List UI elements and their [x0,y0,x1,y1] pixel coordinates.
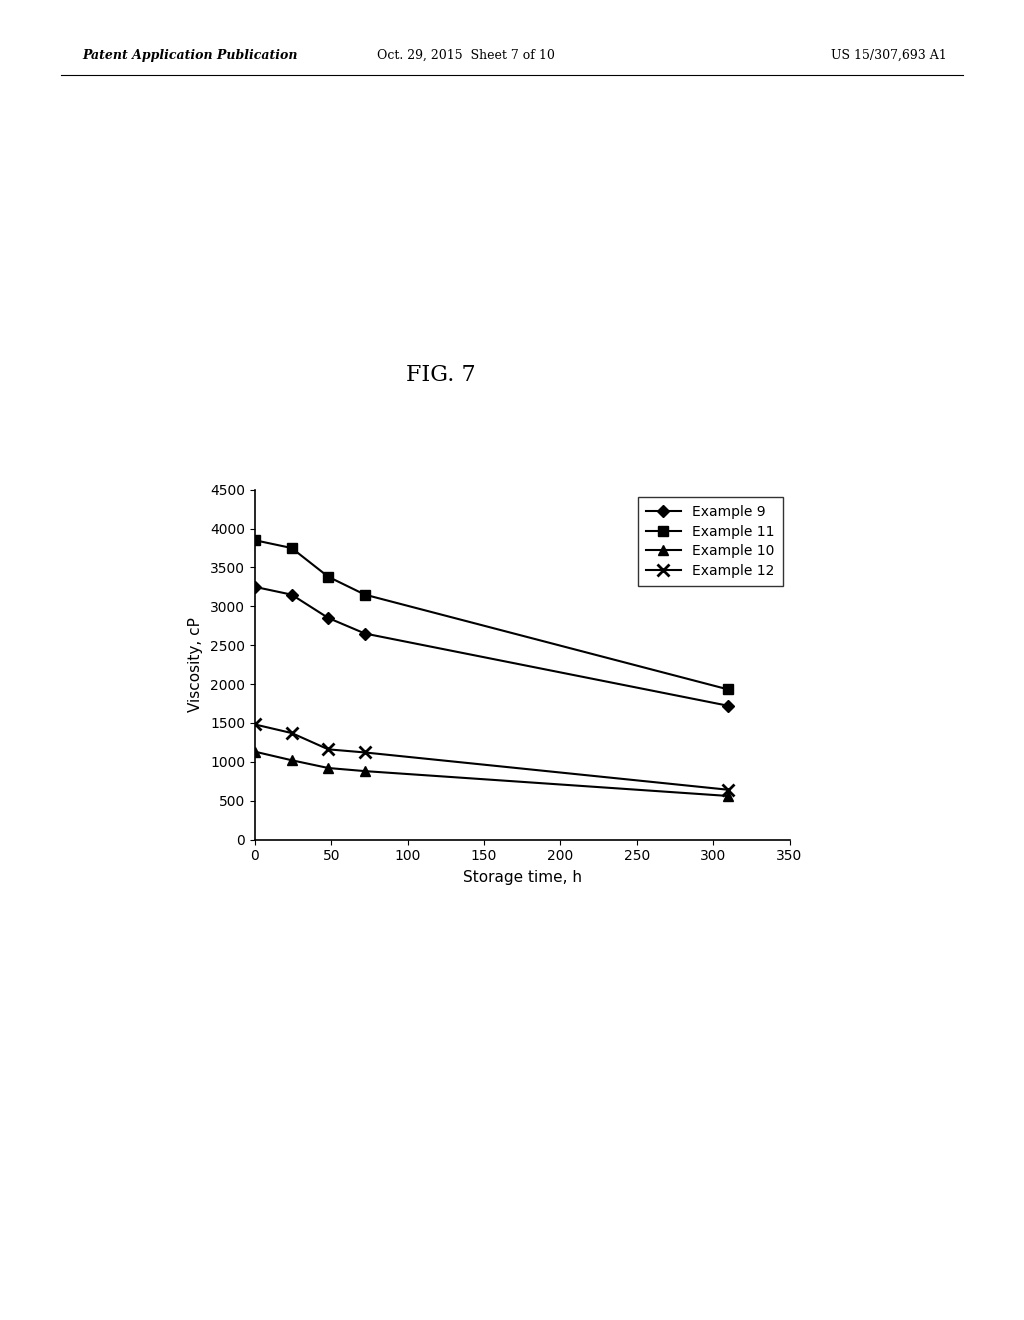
Example 12 [722,781,734,797]
Text: FIG. 7: FIG. 7 [406,364,475,385]
Text: Oct. 29, 2015  Sheet 7 of 10: Oct. 29, 2015 Sheet 7 of 10 [377,49,555,62]
Example 9 [358,626,371,642]
Y-axis label: Viscosity, cP: Viscosity, cP [188,618,203,711]
Example 11 [249,532,261,548]
Example 11 [286,540,298,556]
Text: US 15/307,693 A1: US 15/307,693 A1 [831,49,947,62]
Example 9 [249,579,261,595]
Line: Example 10: Example 10 [250,747,733,801]
Example 12 [249,717,261,733]
Example 12 [323,742,335,758]
Line: Example 12: Example 12 [250,719,734,796]
Example 9 [722,698,734,714]
Example 10 [722,788,734,804]
Example 11 [323,569,335,585]
Example 12 [286,725,298,741]
Line: Example 9: Example 9 [251,582,732,710]
X-axis label: Storage time, h: Storage time, h [463,870,582,886]
Example 11 [722,681,734,697]
Legend: Example 9, Example 11, Example 10, Example 12: Example 9, Example 11, Example 10, Examp… [638,496,782,586]
Example 10 [358,763,371,779]
Example 12 [358,744,371,760]
Example 10 [249,743,261,759]
Line: Example 11: Example 11 [250,536,733,694]
Example 10 [286,752,298,768]
Text: Patent Application Publication: Patent Application Publication [82,49,297,62]
Example 9 [286,586,298,602]
Example 9 [323,610,335,626]
Example 11 [358,586,371,602]
Example 10 [323,760,335,776]
